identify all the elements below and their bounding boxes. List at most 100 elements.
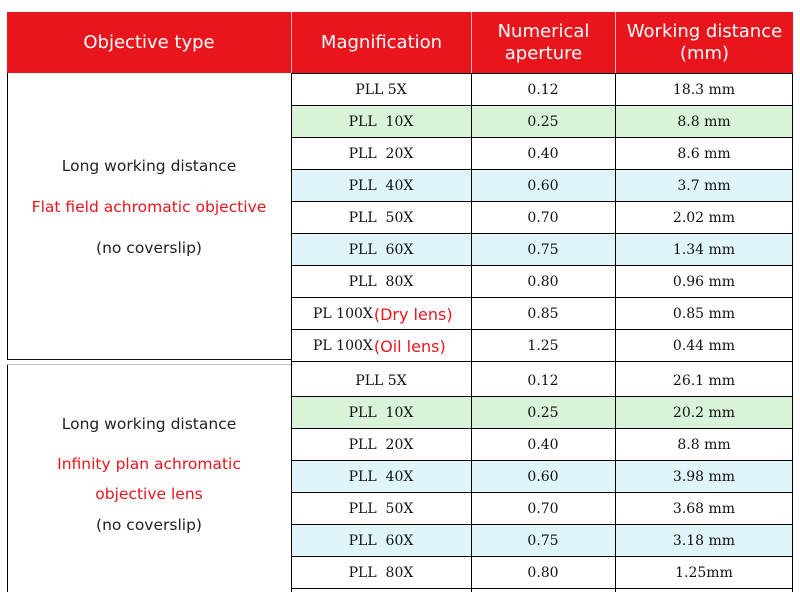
header-wd-text: Working distance (mm) bbox=[626, 20, 783, 64]
magnification-value: PLL 10X bbox=[348, 114, 414, 130]
magnification-cell: PLL 50X bbox=[291, 202, 471, 234]
header-underline bbox=[291, 73, 793, 74]
table-row: PLL 40X 0.60 3.98 mm bbox=[291, 461, 793, 493]
group-separator bbox=[7, 359, 291, 365]
column-divider bbox=[792, 73, 793, 592]
group-2-line2: Infinity plan achromatic bbox=[57, 455, 241, 473]
working-distance-cell: 2.02 mm bbox=[672, 210, 736, 226]
working-distance-cell: 1.34 mm bbox=[672, 242, 736, 258]
numerical-aperture-cell: 0.85 bbox=[527, 306, 559, 322]
magnification-cell: PLL 40X bbox=[291, 170, 471, 202]
group-2-label: Long working distance Infinity plan achr… bbox=[7, 415, 291, 534]
working-distance-cell: 3.98 mm bbox=[672, 469, 736, 485]
group-2-line2b: objective lens bbox=[95, 485, 203, 503]
working-distance-cell: 26.1 mm bbox=[672, 373, 736, 389]
magnification-cell: PLL 20X bbox=[291, 138, 471, 170]
table-row: PLL 40X 0.60 3.7 mm bbox=[291, 170, 793, 202]
magnification-value: PLL 60X bbox=[348, 533, 414, 549]
magnification-cell: PLL 20X bbox=[291, 429, 471, 461]
working-distance-cell: 1.25mm bbox=[675, 565, 733, 581]
numerical-aperture-cell: 0.12 bbox=[527, 82, 559, 98]
column-divider bbox=[291, 73, 292, 592]
row-divider bbox=[291, 105, 793, 106]
magnification-cell: PL 100X (Oil lens) bbox=[291, 330, 471, 362]
magnification-value: PLL 20X bbox=[348, 146, 414, 162]
row-divider bbox=[291, 201, 793, 202]
table-row: PLL 50X 0.70 2.02 mm bbox=[291, 202, 793, 234]
table-row: PLL 20X 0.40 8.8 mm bbox=[291, 429, 793, 461]
magnification-value: PLL 80X bbox=[348, 565, 414, 581]
working-distance-cell: 3.18 mm bbox=[672, 533, 736, 549]
lens-type-note: (Dry lens) bbox=[373, 304, 453, 324]
magnification-value: PLL 40X bbox=[348, 469, 414, 485]
table-row: PLL 80X 0.80 0.96 mm bbox=[291, 266, 793, 298]
group-1-line2: Flat field achromatic objective bbox=[31, 198, 267, 216]
magnification-cell: PLL 80X bbox=[291, 557, 471, 589]
row-divider bbox=[291, 396, 793, 397]
row-divider bbox=[291, 265, 793, 266]
row-divider bbox=[291, 361, 793, 362]
table-row: PLL 10X 0.25 20.2 mm bbox=[291, 397, 793, 429]
magnification-value: PLL 20X bbox=[348, 437, 414, 453]
working-distance-cell: 3.68 mm bbox=[672, 501, 736, 517]
group-1-line1: Long working distance bbox=[61, 157, 237, 175]
numerical-aperture-cell: 0.25 bbox=[527, 405, 559, 421]
column-divider bbox=[615, 73, 616, 592]
row-divider bbox=[291, 297, 793, 298]
row-divider bbox=[291, 460, 793, 461]
header-numerical-aperture: Numerical aperture bbox=[471, 12, 615, 73]
table-row: PLL 60X 0.75 1.34 mm bbox=[291, 234, 793, 266]
header-magnification: Magnification bbox=[291, 12, 471, 73]
row-divider bbox=[291, 524, 793, 525]
magnification-value: PLL 10X bbox=[348, 405, 414, 421]
working-distance-cell: 8.6 mm bbox=[677, 146, 731, 162]
magnification-value: PLL 5X bbox=[355, 373, 407, 389]
group-2-line3: (no coverslip) bbox=[96, 516, 202, 534]
lens-type-note: (Oil lens) bbox=[373, 336, 446, 356]
column-divider bbox=[7, 73, 8, 592]
numerical-aperture-cell: 1.25 bbox=[527, 338, 559, 354]
row-divider bbox=[291, 329, 793, 330]
magnification-cell: PLL 60X bbox=[291, 525, 471, 557]
numerical-aperture-cell: 0.70 bbox=[527, 210, 559, 226]
magnification-cell: PLL 60X bbox=[291, 234, 471, 266]
table-row: PLL 10X 0.25 8.8 mm bbox=[291, 106, 793, 138]
working-distance-cell: 8.8 mm bbox=[677, 114, 731, 130]
magnification-value: PLL 5X bbox=[355, 82, 407, 98]
numerical-aperture-cell: 0.12 bbox=[527, 373, 559, 389]
numerical-aperture-cell: 0.75 bbox=[527, 242, 559, 258]
magnification-value: PLL 60X bbox=[348, 242, 414, 258]
magnification-value: PLL 50X bbox=[348, 210, 414, 226]
magnification-cell: PLL 10X bbox=[291, 106, 471, 138]
magnification-value: PL 100X bbox=[313, 306, 373, 322]
magnification-cell: PLL 5X bbox=[291, 365, 471, 397]
working-distance-cell: 0.85 mm bbox=[672, 306, 736, 322]
header-na-text: Numerical aperture bbox=[497, 20, 590, 64]
working-distance-cell: 8.8 mm bbox=[677, 437, 731, 453]
table-row: PLL 20X 0.40 8.6 mm bbox=[291, 138, 793, 170]
row-divider bbox=[291, 556, 793, 557]
row-divider bbox=[291, 169, 793, 170]
row-divider bbox=[291, 233, 793, 234]
row-divider bbox=[291, 137, 793, 138]
magnification-cell: PLL 5X bbox=[291, 74, 471, 106]
working-distance-cell: 20.2 mm bbox=[672, 405, 736, 421]
table-row: PLL 80X 0.80 1.25mm bbox=[291, 557, 793, 589]
magnification-cell: PL 100X (Dry lens) bbox=[291, 298, 471, 330]
working-distance-cell: 3.7 mm bbox=[677, 178, 731, 194]
group-1-line3: (no coverslip) bbox=[96, 239, 202, 257]
column-divider bbox=[471, 73, 472, 592]
table-row: PLL 5X 0.12 26.1 mm bbox=[291, 365, 793, 397]
magnification-cell: PLL 40X bbox=[291, 461, 471, 493]
numerical-aperture-cell: 0.75 bbox=[527, 533, 559, 549]
table-row: PL 100X (Oil lens) 1.25 0.44 mm bbox=[291, 330, 793, 362]
numerical-aperture-cell: 0.25 bbox=[527, 114, 559, 130]
header-working-distance: Working distance (mm) bbox=[615, 12, 793, 73]
group-2-line1: Long working distance bbox=[61, 415, 237, 433]
row-divider bbox=[291, 492, 793, 493]
magnification-cell: PLL 10X bbox=[291, 397, 471, 429]
magnification-value: PL 100X bbox=[313, 338, 373, 354]
table-row: PLL 60X 0.75 3.18 mm bbox=[291, 525, 793, 557]
magnification-cell: PLL 80X bbox=[291, 266, 471, 298]
working-distance-cell: 0.96 mm bbox=[672, 274, 736, 290]
